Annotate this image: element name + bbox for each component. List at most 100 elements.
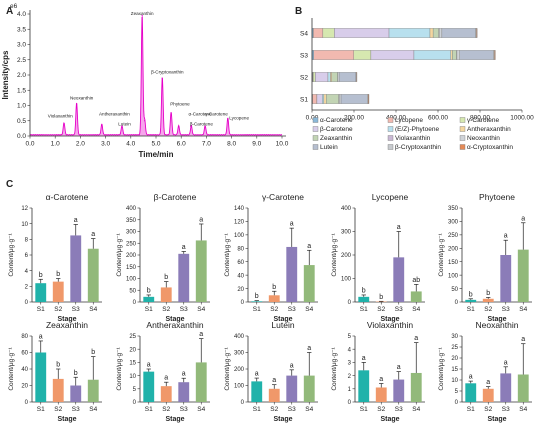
y-tick-label: 400 (341, 206, 352, 212)
legend-swatch-cryptoxanthin (388, 145, 393, 150)
bar-s4 (88, 249, 99, 302)
x-axis-title: Stage (487, 416, 506, 423)
bar-s1 (358, 297, 369, 302)
y-tick-label: 2 (25, 285, 29, 291)
y-tick-label: 200 (234, 367, 245, 373)
x-tick-label: S2 (54, 306, 62, 313)
legend-swatch-lutein (313, 145, 318, 150)
bar-chart-lutein: Lutein0100200300400aS1aS2aS3aS4StageCont… (224, 320, 318, 423)
x-tick-label: S2 (377, 306, 385, 313)
y-tick-label: 60 (21, 351, 28, 357)
bar-s2 (269, 389, 280, 402)
peak-mark-9 (191, 126, 192, 127)
significance-letter-s1: b (39, 272, 43, 279)
x-tick-label: S4 (197, 406, 205, 413)
y-tick-label: 15 (129, 361, 136, 367)
bar-chart-lycopene: Lycopene0100200300400bS1bS2aS3abS4StageC… (331, 192, 425, 323)
legend-label-carotene: β-Carotene (320, 126, 353, 133)
peak-label-antheraxanthin: Antheraxanthin (99, 112, 130, 117)
x-tick-label: S2 (162, 406, 170, 413)
bar-s1 (143, 297, 154, 302)
x-axis-title: Stage (57, 416, 76, 423)
bar-antheraxanthin-s1 (324, 94, 326, 103)
significance-letter-s4: a (521, 215, 525, 222)
category-label-s3: S3 (300, 53, 308, 60)
significance-letter-s4: a (199, 331, 203, 338)
bar-s3 (70, 235, 81, 302)
bar-s3 (178, 254, 189, 302)
significance-letter-s1: b (469, 291, 473, 298)
y-tick-label: 20 (451, 356, 458, 362)
y-axis-title: Content/μg·g⁻¹ (331, 347, 338, 391)
y-tick-label: 0 (348, 300, 352, 306)
x-tick-label: S4 (89, 406, 97, 413)
bar-s2 (53, 379, 64, 402)
bar-s4 (304, 265, 315, 302)
panel-letter-c: C (6, 179, 13, 190)
bar-chart-phytoene: Phytoene050100150200250300350bS1bS2aS3aS… (438, 192, 532, 323)
x-tick-label: S1 (360, 306, 368, 313)
bar-neoxanthin-s1 (339, 94, 341, 103)
x-axis-title: Stage (380, 416, 399, 423)
significance-letter-s3: a (397, 364, 401, 371)
bar-lutein-s3 (460, 50, 494, 59)
legend-swatch-carotene (313, 127, 318, 132)
y-axis-title: Content/μg·g⁻¹ (116, 233, 123, 277)
bar-s2 (269, 295, 280, 302)
y-tick-label: 1 (348, 387, 352, 393)
y-tick-label: 4 (348, 347, 352, 353)
significance-letter-s4: a (521, 336, 525, 343)
y-axis-title: Content/μg·g⁻¹ (224, 347, 231, 391)
bar-antheraxanthin-s4 (430, 28, 433, 37)
x-tick-label: 0.0 (25, 141, 34, 148)
y-tick-label: 200 (126, 253, 137, 259)
y-axis-title: Content/μg·g⁻¹ (8, 233, 15, 277)
y-tick-label: 0 (25, 400, 29, 406)
bar-s3 (500, 373, 511, 402)
x-tick-label: S4 (305, 406, 313, 413)
y-tick-label: 0 (133, 400, 137, 406)
y-axis-title: Content/μg·g⁻¹ (331, 233, 338, 277)
bar-chart-violaxanthin: Violaxanthin012345aS1aS2aS3aS4StageConte… (331, 320, 425, 423)
y-tick-label: 100 (341, 277, 352, 283)
x-tick-label: 4.0 (126, 141, 135, 148)
chart-title: β-Carotene (154, 192, 197, 202)
legend-label-neoxanthin: Neoxanthin (467, 135, 500, 142)
bar-s3 (393, 257, 404, 302)
x-tick-label: S4 (89, 306, 97, 313)
significance-letter-s2: b (486, 290, 490, 297)
bar-s1 (35, 283, 46, 302)
bar-carotene-s4 (334, 28, 389, 37)
x-tick-label: 1000.00 (510, 115, 534, 122)
significance-letter-s2: b (164, 274, 168, 281)
significance-letter-s3: a (290, 221, 294, 228)
x-tick-label: S1 (467, 406, 475, 413)
y-tick-label: 25 (129, 334, 136, 340)
bar-s1 (465, 383, 476, 402)
y-tick-label: 2.0 (17, 72, 26, 79)
y-tick-label: 12 (21, 206, 28, 212)
x-tick-label: S2 (162, 306, 170, 313)
x-tick-label: S1 (360, 406, 368, 413)
bar-carotene-s2 (315, 72, 328, 81)
y-tick-label: 40 (21, 367, 28, 373)
y-tick-label: 2 (348, 374, 352, 380)
significance-letter-s2: a (164, 375, 168, 382)
x-axis-title: Stage (165, 416, 184, 423)
y-tick-label: 200 (341, 253, 352, 259)
y-tick-label: 0 (455, 400, 459, 406)
bar-cryptoxanthin-s3 (493, 50, 494, 59)
y-tick-label: 350 (126, 218, 137, 224)
bar-zeaxanthin-s4 (433, 28, 439, 37)
bar-carotene-s4 (323, 28, 335, 37)
bar-carotene-s2 (313, 72, 315, 81)
bar-carotene-s1 (317, 94, 322, 103)
y-tick-label: 60 (237, 260, 244, 266)
bar-s2 (376, 387, 387, 402)
x-tick-label: S3 (395, 406, 403, 413)
x-tick-label: 2.0 (76, 141, 85, 148)
significance-letter-s2: a (486, 379, 490, 386)
bar-s1 (143, 372, 154, 402)
